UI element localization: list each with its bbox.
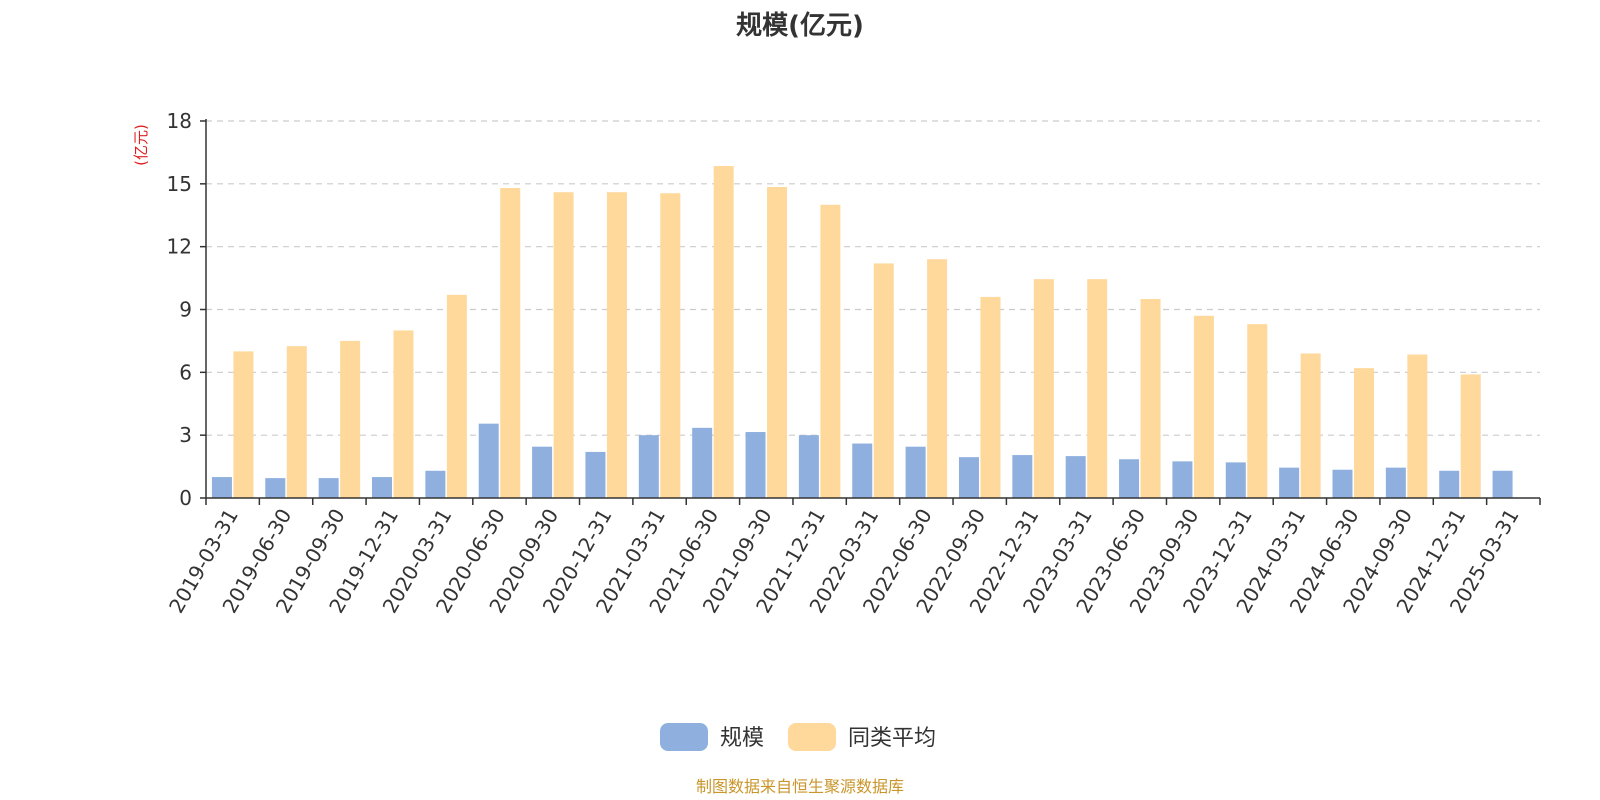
bar-peer-average[interactable] xyxy=(873,263,894,498)
y-tick-label: 15 xyxy=(167,172,192,196)
bar-scale[interactable] xyxy=(905,446,926,498)
bar-scale[interactable] xyxy=(372,477,393,498)
bar-scale[interactable] xyxy=(745,432,766,498)
bar-peer-average[interactable] xyxy=(286,346,307,498)
bar-scale[interactable] xyxy=(211,477,232,498)
y-axis-unit: (亿元) xyxy=(132,124,150,166)
legend-label: 同类平均 xyxy=(848,726,936,751)
bar-peer-average[interactable] xyxy=(1087,279,1108,498)
bar-peer-average[interactable] xyxy=(233,351,254,498)
bar-peer-average[interactable] xyxy=(606,192,627,498)
bar-peer-average[interactable] xyxy=(393,330,414,498)
bar-peer-average[interactable] xyxy=(660,193,681,498)
legend-swatch xyxy=(660,723,708,751)
bar-scale[interactable] xyxy=(478,423,499,498)
bar-scale[interactable] xyxy=(1332,469,1353,498)
bar-scale[interactable] xyxy=(1439,470,1460,498)
bar-peer-average[interactable] xyxy=(1247,324,1268,498)
y-tick-label: 9 xyxy=(179,298,192,322)
bar-scale[interactable] xyxy=(692,427,713,498)
bar-peer-average[interactable] xyxy=(713,166,734,498)
chart-title: 规模(亿元) xyxy=(736,11,864,41)
bar-peer-average[interactable] xyxy=(1140,299,1161,498)
bar-scale[interactable] xyxy=(1012,455,1033,498)
bar-scale[interactable] xyxy=(1385,467,1406,498)
bar-peer-average[interactable] xyxy=(1033,279,1054,498)
bar-scale[interactable] xyxy=(958,457,979,498)
y-tick-label: 0 xyxy=(179,486,192,510)
y-tick-label: 6 xyxy=(179,360,192,384)
legend[interactable]: 规模 同类平均 xyxy=(660,723,936,751)
bar-scale[interactable] xyxy=(1492,470,1513,498)
bar-scale[interactable] xyxy=(1225,462,1246,498)
bar-scale[interactable] xyxy=(425,470,446,498)
bar-scale[interactable] xyxy=(318,478,339,498)
legend-item[interactable]: 规模 xyxy=(660,723,764,751)
bar-scale[interactable] xyxy=(585,451,606,498)
bar-peer-average[interactable] xyxy=(820,204,841,498)
bar-scale[interactable] xyxy=(265,478,286,498)
x-tick-labels: 2019-03-312019-06-302019-09-302019-12-31… xyxy=(164,504,1524,617)
y-tick-label: 18 xyxy=(167,109,192,133)
bar-peer-average[interactable] xyxy=(553,192,574,498)
legend-label: 规模 xyxy=(720,726,764,751)
bar-peer-average[interactable] xyxy=(1460,374,1481,498)
bar-scale[interactable] xyxy=(638,435,659,498)
y-tick-label: 3 xyxy=(179,423,192,447)
y-tick-labels: 0 3 6 9 12 15 18 xyxy=(167,109,192,510)
bar-scale[interactable] xyxy=(1172,461,1193,498)
bar-scale[interactable] xyxy=(852,443,873,498)
bar-peer-average[interactable] xyxy=(927,259,948,498)
bar-peer-average[interactable] xyxy=(340,340,361,498)
bar-scale[interactable] xyxy=(1279,467,1300,498)
legend-swatch xyxy=(788,723,836,751)
bar-peer-average[interactable] xyxy=(1407,354,1428,498)
bar-peer-average[interactable] xyxy=(980,296,1001,498)
bar-scale[interactable] xyxy=(532,446,553,498)
bars xyxy=(211,166,1513,498)
bar-peer-average[interactable] xyxy=(1193,315,1214,498)
bar-peer-average[interactable] xyxy=(1300,353,1321,498)
bar-peer-average[interactable] xyxy=(500,188,521,498)
bar-peer-average[interactable] xyxy=(446,294,467,498)
bar-scale[interactable] xyxy=(1065,456,1086,498)
axes xyxy=(200,119,1541,505)
y-tick-label: 12 xyxy=(167,235,192,259)
legend-item[interactable]: 同类平均 xyxy=(788,723,936,751)
bar-peer-average[interactable] xyxy=(1353,368,1374,498)
bar-scale[interactable] xyxy=(1119,459,1140,498)
source-note: 制图数据来自恒生聚源数据库 xyxy=(696,777,904,796)
bar-scale[interactable] xyxy=(798,435,819,498)
bar-peer-average[interactable] xyxy=(767,186,788,498)
